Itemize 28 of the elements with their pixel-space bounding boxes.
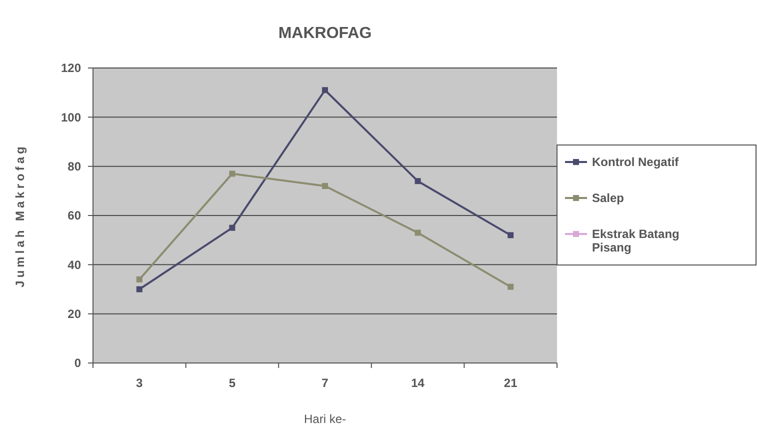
point (136, 276, 142, 282)
point (508, 284, 514, 290)
point (229, 224, 236, 231)
legend-label: Salep (592, 191, 624, 206)
x-axis-title: Hari ke- (304, 412, 346, 426)
y-tick-label: 0 (74, 356, 82, 370)
y-tick-label: 20 (68, 307, 82, 322)
x-tick-label: 14 (411, 376, 425, 390)
x-tick-label: 21 (504, 376, 518, 390)
x-tick-label: 3 (136, 376, 144, 390)
point (414, 230, 421, 236)
legend-label: Kontrol Negatif (592, 155, 680, 170)
point (508, 232, 514, 238)
y-tick-label: 120 (60, 61, 82, 76)
x-tick-label: 7 (322, 376, 329, 390)
point (322, 183, 328, 189)
y-tick-label: 60 (68, 208, 82, 223)
legend-label: Ekstrak Batang Pisang (592, 227, 680, 254)
point (229, 170, 236, 177)
y-tick-label: 40 (68, 258, 82, 272)
point (322, 87, 328, 94)
chart-title: MAKROFAG (278, 25, 372, 42)
x-tick-label: 5 (228, 376, 236, 390)
y-tick-label: 80 (68, 160, 82, 174)
point (414, 178, 421, 184)
y-tick-label: 100 (60, 110, 82, 124)
point (136, 286, 142, 292)
y-axis-title: Jumlah Makrofag (13, 144, 27, 288)
